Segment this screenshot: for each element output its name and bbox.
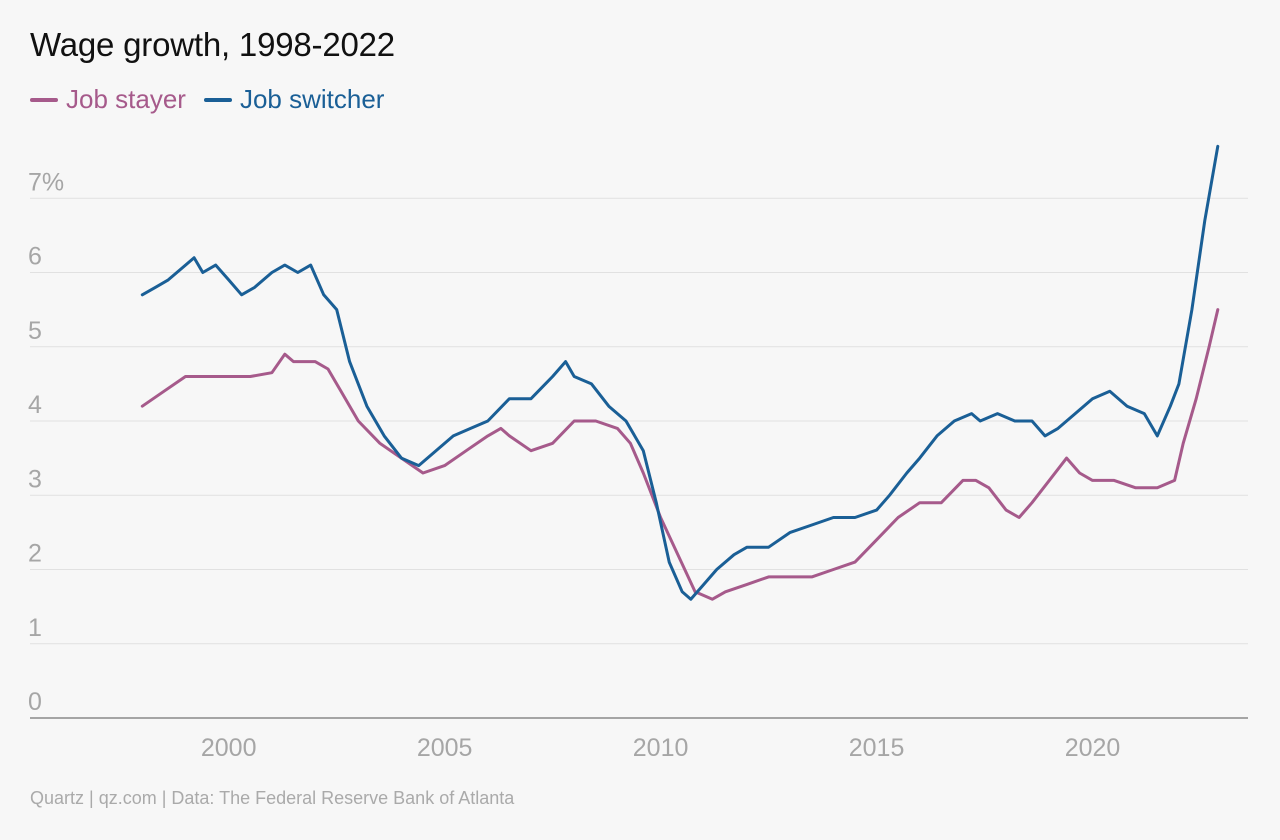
- y-tick-label: 5: [28, 317, 42, 345]
- y-tick-label: 2: [28, 540, 42, 568]
- legend-swatch-job-switcher: [203, 97, 232, 102]
- series-line-job-switcher: [140, 144, 1220, 601]
- legend-label-job-stayer: Job stayer: [66, 84, 186, 114]
- x-tick-label: 2005: [417, 734, 473, 762]
- y-tick-label: 6: [28, 243, 42, 271]
- legend-item-job-switcher: Job switcher: [203, 84, 385, 115]
- y-tick-label: 4: [28, 391, 42, 419]
- source-note: Quartz | qz.com | Data: The Federal Rese…: [30, 788, 515, 808]
- y-tick-label: 0: [28, 688, 42, 716]
- y-tick-label: 1: [28, 614, 42, 642]
- chart-title: Wage growth, 1998-2022: [30, 26, 395, 63]
- chart-legend: Job stayer Job switcher: [30, 84, 384, 115]
- legend-label-job-switcher: Job switcher: [239, 84, 385, 114]
- legend-item-job-stayer: Job stayer: [30, 84, 186, 115]
- legend-swatch-job-stayer: [30, 97, 58, 102]
- series-line-job-stayer: [140, 308, 1220, 601]
- x-tick-label: 2020: [1065, 734, 1121, 762]
- y-tick-label: 3: [28, 465, 42, 493]
- y-tick-label: 7%: [28, 168, 64, 196]
- x-tick-label: 2000: [201, 734, 257, 762]
- x-tick-label: 2015: [849, 734, 905, 762]
- x-tick-label: 2010: [633, 734, 689, 762]
